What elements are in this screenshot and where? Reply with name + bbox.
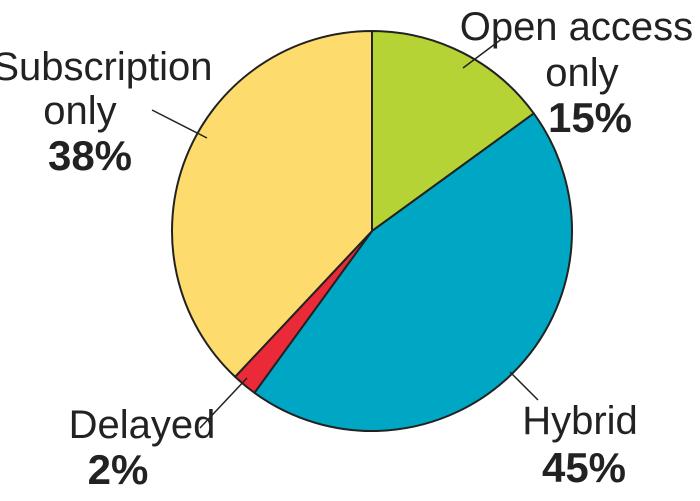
leader-line-delayed xyxy=(199,377,248,429)
slice-value-delayed: 2% xyxy=(88,446,149,493)
pie-slice-open-access xyxy=(371,30,535,232)
leader-line-hybrid xyxy=(509,371,539,401)
slice-value-subscription: 38% xyxy=(48,132,132,179)
pie-slices xyxy=(171,30,573,432)
slice-label-delayed: Delayed xyxy=(69,403,216,447)
leader-line-subscription xyxy=(151,109,208,139)
leader-line-open-access xyxy=(462,37,504,69)
pie-slice-subscription xyxy=(171,30,373,378)
slice-value-open-access: 15% xyxy=(548,94,632,141)
slice-label-hybrid: Hybrid xyxy=(522,399,638,443)
pie-slice-hybrid xyxy=(253,112,573,432)
slice-label-open-access: Open access only xyxy=(460,5,700,95)
slice-value-hybrid: 45% xyxy=(542,444,626,491)
slice-label-subscription: Subscription only xyxy=(0,45,224,133)
